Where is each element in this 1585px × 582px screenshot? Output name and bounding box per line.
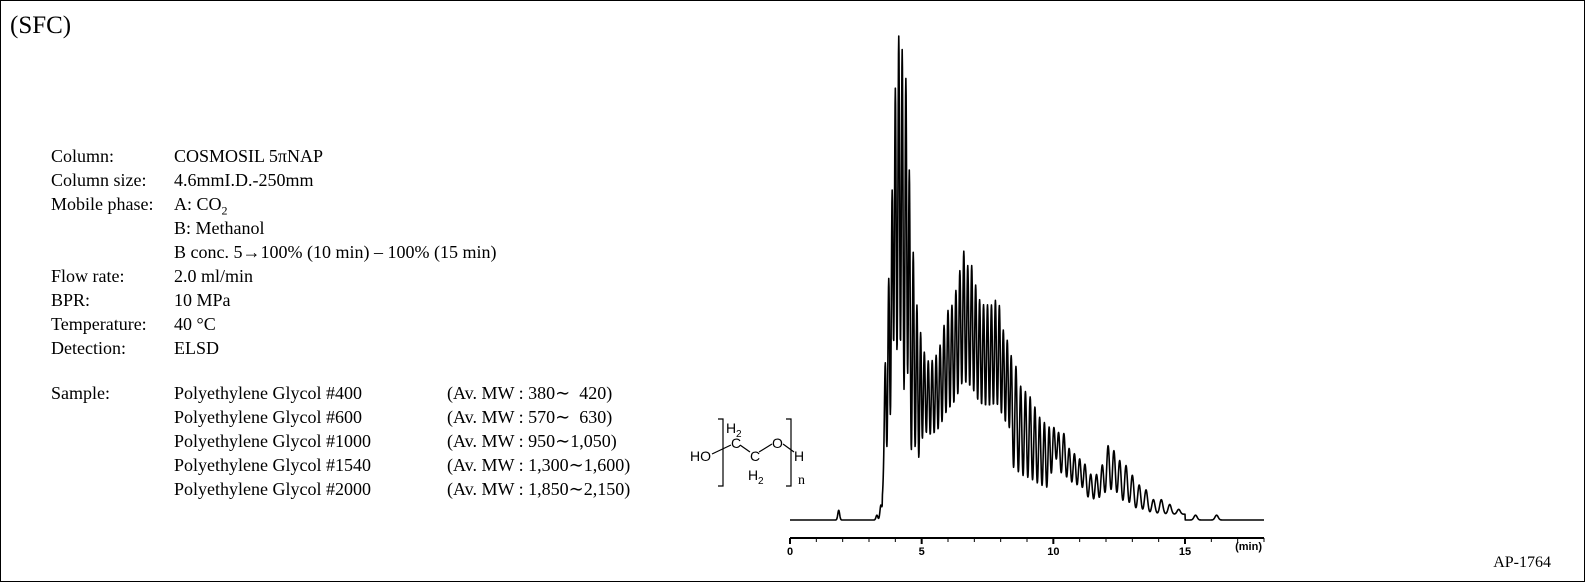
- condition-value-mobile-phase-a: A: CO2: [174, 194, 496, 218]
- condition-value: B conc. 5→100% (10 min) – 100% (15 min): [174, 242, 497, 262]
- peg-structure-diagram: HO H 2 C C H 2 O H n: [690, 418, 805, 488]
- samples-table: Sample: Polyethylene Glycol #400 (Av. MW…: [51, 383, 630, 503]
- structure-top-ch2-sub: 2: [736, 429, 742, 440]
- condition-value: 40 °C: [174, 314, 216, 334]
- page-title: (SFC): [10, 12, 72, 39]
- condition-row: B: Methanol: [51, 218, 496, 242]
- sample-row: Polyethylene Glycol #1540 (Av. MW : 1,30…: [51, 455, 630, 479]
- condition-label: Flow rate:: [51, 266, 125, 286]
- sample-row: Polyethylene Glycol #600 (Av. MW : 570∼ …: [51, 407, 630, 431]
- sample-mw: (Av. MW : 570∼ 630): [447, 407, 613, 427]
- sample-name: Polyethylene Glycol #600: [174, 407, 362, 427]
- reference-code: AP-1764: [1493, 554, 1551, 571]
- sample-label-empty: [51, 479, 174, 503]
- sample-label: Sample:: [51, 383, 110, 403]
- conditions-table: Column: COSMOSIL 5πNAP Column size: 4.6m…: [51, 146, 496, 362]
- structure-bond-c-c: [739, 444, 751, 453]
- structure-o-label: O: [772, 435, 783, 451]
- chromatogram-chart: 0 5 10 15 (min): [787, 35, 1265, 558]
- condition-row: Temperature: 40 °C: [51, 314, 496, 338]
- x-axis-tick-label: 5: [919, 546, 925, 558]
- condition-label: [51, 218, 174, 242]
- sample-mw: (Av. MW : 950∼1,050): [447, 431, 617, 451]
- structure-bond-c-o: [758, 443, 773, 453]
- condition-row: BPR: 10 MPa: [51, 290, 496, 314]
- condition-label: Column size:: [51, 170, 147, 190]
- x-axis-ticks: 0 5 10 15: [787, 538, 1265, 558]
- structure-bottom-ch2-h: H: [748, 467, 758, 483]
- condition-label: [51, 242, 174, 266]
- condition-label: Mobile phase:: [51, 194, 154, 214]
- condition-row: Column size: 4.6mmI.D.-250mm: [51, 170, 496, 194]
- condition-value: ELSD: [174, 338, 219, 358]
- condition-label: Column:: [51, 146, 115, 166]
- condition-value: 4.6mmI.D.-250mm: [174, 170, 314, 190]
- condition-label: Detection:: [51, 338, 126, 358]
- sample-mw: (Av. MW : 380∼ 420): [447, 383, 613, 403]
- x-axis-tick-label: 0: [787, 546, 793, 558]
- sample-label-empty: [51, 431, 174, 455]
- condition-label: Temperature:: [51, 314, 147, 334]
- condition-label: BPR:: [51, 290, 91, 310]
- structure-bond-o-h: [782, 443, 795, 453]
- structure-top-ch2-h: H: [726, 420, 736, 436]
- sample-label-empty: [51, 407, 174, 431]
- condition-value: COSMOSIL 5πNAP: [174, 146, 323, 166]
- structure-left-bracket: [718, 418, 724, 487]
- structure-bond-ho-c: [711, 444, 732, 455]
- structure-ho-label: HO: [690, 448, 711, 464]
- condition-value: 10 MPa: [174, 290, 231, 310]
- condition-row: Mobile phase: A: CO2: [51, 194, 496, 218]
- mobile-phase-a-subscript: 2: [221, 203, 228, 218]
- structure-bottom-c: C: [750, 448, 760, 464]
- condition-row: Detection: ELSD: [51, 338, 496, 362]
- structure-right-bracket: [786, 418, 792, 487]
- condition-value: 2.0 ml/min: [174, 266, 254, 286]
- sample-name: Polyethylene Glycol #1540: [174, 455, 371, 475]
- sample-label-empty: [51, 455, 174, 479]
- sample-name: Polyethylene Glycol #1000: [174, 431, 371, 451]
- sample-mw: (Av. MW : 1,300∼1,600): [447, 455, 631, 475]
- condition-row: Flow rate: 2.0 ml/min: [51, 266, 496, 290]
- structure-bottom-ch2-sub: 2: [758, 476, 764, 487]
- sample-row: Polyethylene Glycol #2000 (Av. MW : 1,85…: [51, 479, 630, 503]
- condition-value: B: Methanol: [174, 218, 265, 238]
- chromatogram-line: [789, 35, 1265, 521]
- sample-name: Polyethylene Glycol #400: [174, 383, 362, 403]
- structure-n-subscript: n: [798, 473, 805, 488]
- x-axis-tick-label: 15: [1179, 546, 1191, 558]
- structure-top-c: C: [731, 435, 741, 451]
- condition-row: B conc. 5→100% (10 min) – 100% (15 min): [51, 242, 496, 266]
- sample-row: Polyethylene Glycol #1000 (Av. MW : 950∼…: [51, 431, 630, 455]
- x-axis-tick-label: 10: [1047, 546, 1059, 558]
- sample-name: Polyethylene Glycol #2000: [174, 479, 371, 499]
- structure-h-label: H: [794, 448, 804, 464]
- x-axis-unit-label: (min): [1235, 541, 1262, 553]
- condition-row: Column: COSMOSIL 5πNAP: [51, 146, 496, 170]
- sample-row: Sample: Polyethylene Glycol #400 (Av. MW…: [51, 383, 630, 407]
- mobile-phase-a-text: A: CO: [174, 194, 222, 214]
- sample-mw: (Av. MW : 1,850∼2,150): [447, 479, 631, 499]
